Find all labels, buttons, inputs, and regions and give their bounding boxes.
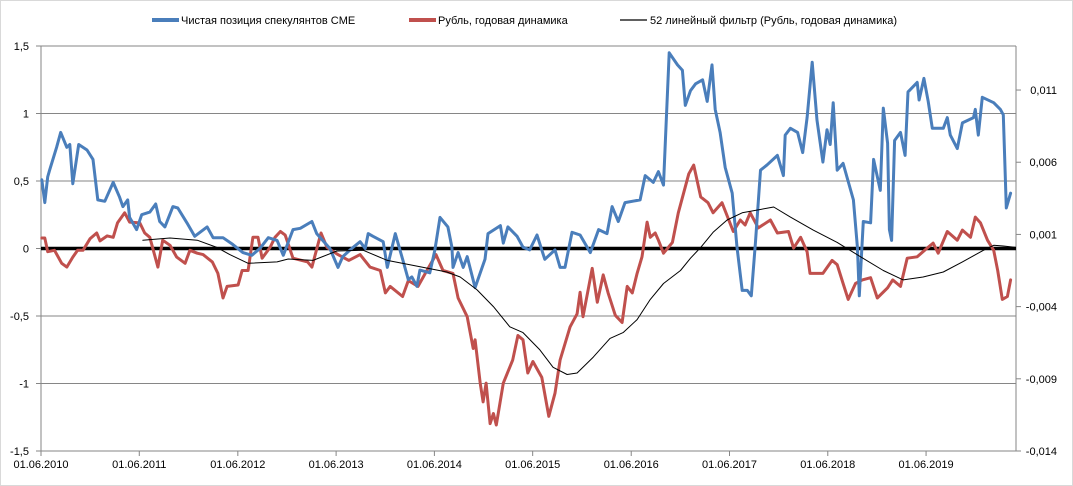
legend-label-ruble: Рубль, годовая динамика [438, 15, 569, 27]
x-tick-label: 01.06.2017 [702, 459, 757, 471]
y-left-tick-label: 1 [23, 109, 29, 121]
x-tick-label: 01.06.2013 [309, 459, 364, 471]
x-tick-label: 01.06.2018 [800, 459, 855, 471]
series-line-ruble-annual [40, 163, 1013, 427]
y-left-tick-label: 0,5 [14, 176, 29, 188]
y-right-tick-label: -0,004 [1026, 302, 1057, 314]
y-right-tick-label: 0,006 [1029, 157, 1057, 169]
x-tick-label: 01.06.2010 [13, 459, 68, 471]
legend-label-cme: Чистая позиция спекулянтов CME [181, 15, 355, 27]
y-right-tick-label: -0,014 [1026, 446, 1057, 458]
tick-labels: 1,5 1 0,5 0 -0,5 -1 -1,5 0,011 0,006 0,001 -0,004 -… [10, 41, 1057, 471]
y-left-tick-label: -1 [19, 379, 29, 391]
y-left-tick-label: -0,5 [10, 311, 29, 323]
legend-label-filter: 52 линейный фильтр (Рубль, годовая динам… [650, 15, 897, 27]
x-tick-label: 01.06.2014 [407, 459, 462, 471]
series-line-cme-net-position [40, 51, 1013, 298]
y-right-tick-label: 0,001 [1029, 229, 1057, 241]
x-tick-label: 01.06.2016 [604, 459, 659, 471]
x-tick-label: 01.06.2011 [112, 459, 166, 471]
y-left-tick-label: 1,5 [14, 41, 29, 53]
y-left-tick-label: -1,5 [10, 446, 29, 458]
y-left-tick-label: 0 [23, 244, 29, 256]
x-tick-label: 01.06.2019 [899, 459, 954, 471]
legend: Чистая позиция спекулянтов CME Рубль, го… [152, 15, 897, 27]
y-right-tick-label: 0,011 [1030, 85, 1057, 97]
series-layer [40, 51, 1016, 427]
x-tick-label: 01.06.2012 [210, 459, 265, 471]
y-right-tick-label: -0,009 [1026, 374, 1057, 386]
x-tick-label: 01.06.2015 [505, 459, 560, 471]
series-line-52-filter [142, 206, 1016, 375]
